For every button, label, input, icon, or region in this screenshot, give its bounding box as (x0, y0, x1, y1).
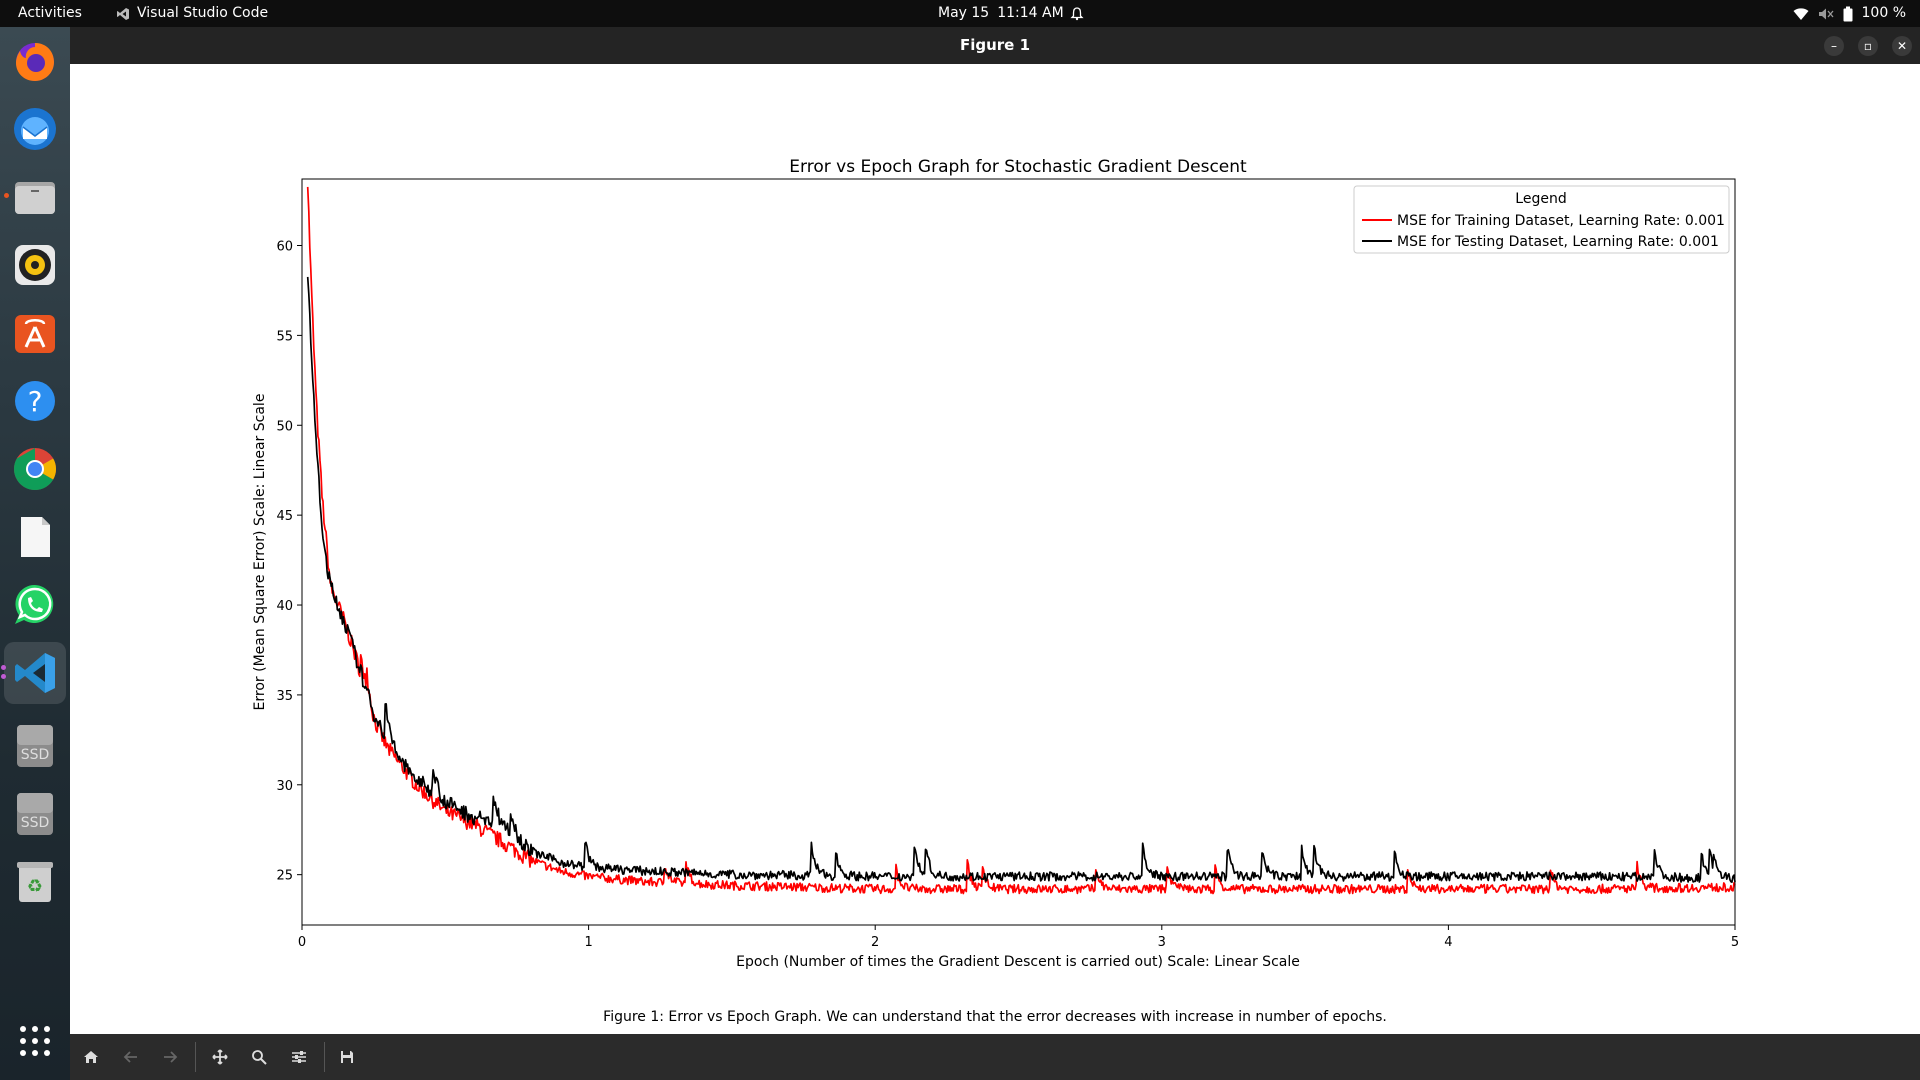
app-center-icon[interactable] (9, 307, 61, 359)
maximize-button[interactable]: ▫ (1858, 36, 1878, 56)
vscode-icon[interactable] (1, 642, 66, 704)
date-label: May 15 (938, 5, 990, 21)
y-tick-label: 35 (276, 689, 293, 704)
figure-canvas[interactable]: Error vs Epoch Graph for Stochastic Grad… (70, 64, 1920, 1061)
figure-caption: Figure 1: Error vs Epoch Graph. We can u… (603, 1009, 1387, 1025)
x-tick-label: 5 (1731, 935, 1739, 950)
notification-bell-icon[interactable] (1070, 0, 1084, 27)
system-tray[interactable]: 100 % (1793, 0, 1906, 27)
y-tick-label: 60 (276, 240, 293, 255)
wifi-icon (1793, 7, 1809, 20)
minimize-button[interactable]: – (1824, 36, 1844, 56)
window-titlebar[interactable]: Figure 1 – ▫ ✕ (70, 27, 1920, 64)
app-menu[interactable]: Visual Studio Code (116, 0, 268, 27)
y-tick-label: 30 (276, 779, 293, 794)
toolbar-separator-2 (324, 1042, 325, 1072)
rhythmbox-icon[interactable] (9, 239, 61, 291)
home-icon[interactable] (80, 1046, 102, 1068)
window-title: Figure 1 (959, 36, 1031, 54)
legend: Legend MSE for Training Dataset, Learnin… (1353, 185, 1730, 254)
ssd-drive-icon-2[interactable]: SSD (9, 787, 61, 839)
x-tick-label: 4 (1444, 935, 1452, 950)
ssd-drive-icon[interactable]: SSD (9, 719, 61, 771)
zoom-icon[interactable] (248, 1046, 270, 1068)
chart-title: Error vs Epoch Graph for Stochastic Grad… (789, 157, 1247, 177)
trash-icon[interactable]: ♻ (9, 855, 61, 907)
ssd-label-2: SSD (21, 815, 50, 831)
y-tick-label: 50 (276, 419, 293, 434)
figure-window: Figure 1 – ▫ ✕ Error vs Epoch Graph for … (70, 27, 1920, 1080)
battery-icon (1843, 6, 1853, 21)
show-apps-icon[interactable] (9, 1015, 61, 1067)
save-icon[interactable] (336, 1046, 358, 1068)
legend-label-testing: MSE for Testing Dataset, Learning Rate: … (1397, 234, 1719, 250)
ssd-label: SSD (21, 747, 50, 763)
x-tick-label: 2 (871, 935, 879, 950)
volume-muted-icon (1818, 8, 1834, 19)
firefox-icon[interactable] (9, 35, 61, 87)
back-arrow-icon[interactable] (120, 1046, 142, 1068)
legend-label-training: MSE for Training Dataset, Learning Rate:… (1397, 213, 1725, 229)
chrome-icon[interactable] (9, 443, 61, 495)
y-tick-label: 40 (276, 599, 293, 614)
svg-text:?: ? (28, 385, 43, 418)
matplotlib-toolbar (70, 1034, 1920, 1080)
y-tick-label: 45 (276, 509, 293, 524)
forward-arrow-icon[interactable] (159, 1046, 181, 1068)
clock[interactable]: May 15 11:14 AM (938, 0, 1064, 27)
x-tick-label: 3 (1158, 935, 1166, 950)
time-label: 11:14 AM (997, 5, 1064, 21)
series-training-line (306, 186, 1736, 895)
legend-title: Legend (1515, 191, 1566, 207)
app-name: Visual Studio Code (137, 5, 269, 21)
battery-percentage: 100 % (1861, 5, 1906, 21)
chart: Error vs Epoch Graph for Stochastic Grad… (252, 157, 1739, 1025)
configure-subplots-icon[interactable] (288, 1046, 310, 1068)
toolbar-separator (195, 1042, 196, 1072)
close-button[interactable]: ✕ (1892, 36, 1912, 56)
vscode-small-icon (117, 7, 129, 20)
dock: ? (0, 27, 70, 1080)
top-bar: Activities Visual Studio Code May 15 11:1… (0, 0, 1920, 27)
y-tick-label: 25 (276, 869, 293, 884)
series-testing-line (306, 276, 1736, 884)
x-tick-label: 0 (298, 935, 306, 950)
whatsapp-icon[interactable] (9, 579, 61, 631)
thunderbird-icon[interactable] (9, 103, 61, 155)
x-tick-label: 1 (584, 935, 592, 950)
pan-icon[interactable] (209, 1046, 231, 1068)
text-editor-icon[interactable] (9, 511, 61, 563)
files-icon[interactable] (4, 171, 61, 223)
y-axis-label: Error (Mean Square Error) Scale: Linear … (252, 394, 268, 711)
help-icon[interactable]: ? (9, 375, 61, 427)
x-axis-label: Epoch (Number of times the Gradient Desc… (736, 954, 1300, 970)
activities-button[interactable]: Activities (18, 5, 82, 21)
svg-text:♻: ♻ (27, 876, 43, 897)
y-tick-label: 55 (276, 329, 293, 344)
